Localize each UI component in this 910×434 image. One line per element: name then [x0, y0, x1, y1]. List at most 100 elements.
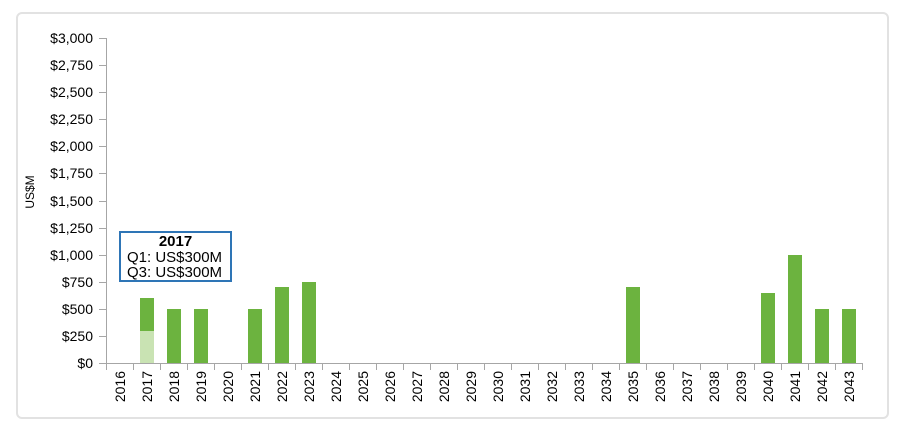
y-tick — [99, 146, 106, 148]
bar-2017-light-segment[interactable] — [139, 330, 154, 363]
tooltip-line: Q1: US$300M — [127, 249, 223, 266]
x-tick — [403, 363, 404, 370]
x-tick — [457, 363, 458, 370]
y-tick-label: $2,750 — [50, 57, 93, 74]
x-label-2039: 2039 — [732, 371, 749, 403]
x-tick — [376, 363, 377, 370]
x-label-2028: 2028 — [435, 371, 452, 403]
bar-2041-segment[interactable] — [787, 254, 802, 363]
tooltip-title: 2017 — [158, 233, 193, 250]
x-label-2017: 2017 — [138, 371, 155, 403]
y-tick — [99, 173, 106, 175]
y-tick — [99, 254, 106, 256]
x-tick — [538, 363, 539, 370]
x-tick — [241, 363, 242, 370]
x-label-2032: 2032 — [543, 371, 560, 403]
y-tick-label: $750 — [61, 273, 93, 290]
y-tick-label: $1,750 — [50, 165, 93, 182]
x-label-2021: 2021 — [246, 371, 263, 403]
x-label-2033: 2033 — [570, 371, 587, 403]
x-tick — [214, 363, 215, 370]
bar-2021-segment[interactable] — [247, 308, 262, 363]
y-tick — [99, 65, 106, 67]
y-tick — [99, 308, 106, 310]
x-tick — [133, 363, 134, 370]
y-tick-label: $250 — [61, 327, 93, 344]
x-tick — [430, 363, 431, 370]
x-tick — [619, 363, 620, 370]
x-tick — [511, 363, 512, 370]
x-label-2031: 2031 — [516, 371, 533, 403]
y-tick-label: $1,500 — [50, 192, 93, 209]
y-tick — [99, 335, 106, 337]
x-label-2023: 2023 — [300, 371, 317, 403]
x-tick — [862, 363, 863, 370]
x-label-2026: 2026 — [381, 371, 398, 403]
x-tick — [808, 363, 809, 370]
x-label-2018: 2018 — [165, 371, 182, 403]
x-tick — [754, 363, 755, 370]
x-label-2019: 2019 — [192, 371, 209, 403]
y-tick-label: $2,250 — [50, 111, 93, 128]
bar-2042-segment[interactable] — [814, 308, 829, 363]
x-tick — [484, 363, 485, 370]
x-tick — [727, 363, 728, 370]
x-tick — [160, 363, 161, 370]
x-tick — [592, 363, 593, 370]
y-tick — [99, 363, 106, 364]
x-label-2025: 2025 — [354, 371, 371, 403]
bar-2018-segment[interactable] — [166, 308, 181, 363]
x-tick — [835, 363, 836, 370]
x-tick — [106, 363, 107, 370]
y-tick — [99, 281, 106, 283]
x-label-2020: 2020 — [219, 371, 236, 403]
bar-2023-segment[interactable] — [301, 281, 316, 363]
x-label-2040: 2040 — [759, 371, 776, 403]
bar-2017-segment[interactable] — [139, 298, 154, 331]
x-tick — [646, 363, 647, 370]
y-tick-label: $1,250 — [50, 219, 93, 236]
bar-2022-segment[interactable] — [274, 287, 289, 363]
tooltip-line: Q3: US$300M — [127, 264, 223, 281]
y-tick-label: $1,000 — [50, 246, 93, 263]
bar-2035-segment[interactable] — [625, 287, 640, 363]
y-tick — [99, 227, 106, 229]
y-tick-label: $3,000 — [50, 30, 93, 46]
bar-2040-segment[interactable] — [760, 292, 775, 363]
x-label-2029: 2029 — [462, 371, 479, 403]
plot-area: $0 $250 $500 $750 $1,000 $1,250 $1,500 $1,750 $2… — [18, 14, 887, 417]
x-label-2027: 2027 — [408, 371, 425, 403]
y-tick — [99, 119, 106, 121]
bar-2043-segment[interactable] — [841, 308, 856, 363]
x-label-2035: 2035 — [624, 371, 641, 403]
x-label-2042: 2042 — [813, 371, 830, 403]
x-label-2034: 2034 — [597, 371, 614, 403]
x-label-2022: 2022 — [273, 371, 290, 403]
y-tick-label: $2,000 — [50, 138, 93, 155]
y-tick-label: $2,500 — [50, 84, 93, 101]
x-tick — [295, 363, 296, 370]
x-tick — [187, 363, 188, 370]
y-tick — [99, 200, 106, 202]
x-tick — [781, 363, 782, 370]
x-label-2036: 2036 — [651, 371, 668, 403]
x-label-2024: 2024 — [327, 371, 344, 403]
y-tick — [99, 38, 106, 39]
x-label-2038: 2038 — [705, 371, 722, 403]
y-tick-label: $500 — [61, 300, 93, 317]
x-label-2030: 2030 — [489, 371, 506, 403]
chart-frame: US$M $0 $250 $500 $750 $1,000 $1,250 $1,500 $1,… — [16, 12, 889, 419]
y-axis-line — [106, 38, 107, 363]
x-tick — [322, 363, 323, 370]
x-label-2037: 2037 — [678, 371, 695, 403]
y-tick-label: $0 — [77, 355, 93, 371]
x-label-2016: 2016 — [111, 371, 128, 403]
x-label-2043: 2043 — [840, 371, 857, 403]
tooltip: 2017 Q1: US$300M Q3: US$300M — [119, 231, 232, 282]
bar-2019-segment[interactable] — [193, 308, 208, 363]
x-tick — [673, 363, 674, 370]
y-tick — [99, 92, 106, 94]
x-tick — [268, 363, 269, 370]
x-label-2041: 2041 — [786, 371, 803, 403]
